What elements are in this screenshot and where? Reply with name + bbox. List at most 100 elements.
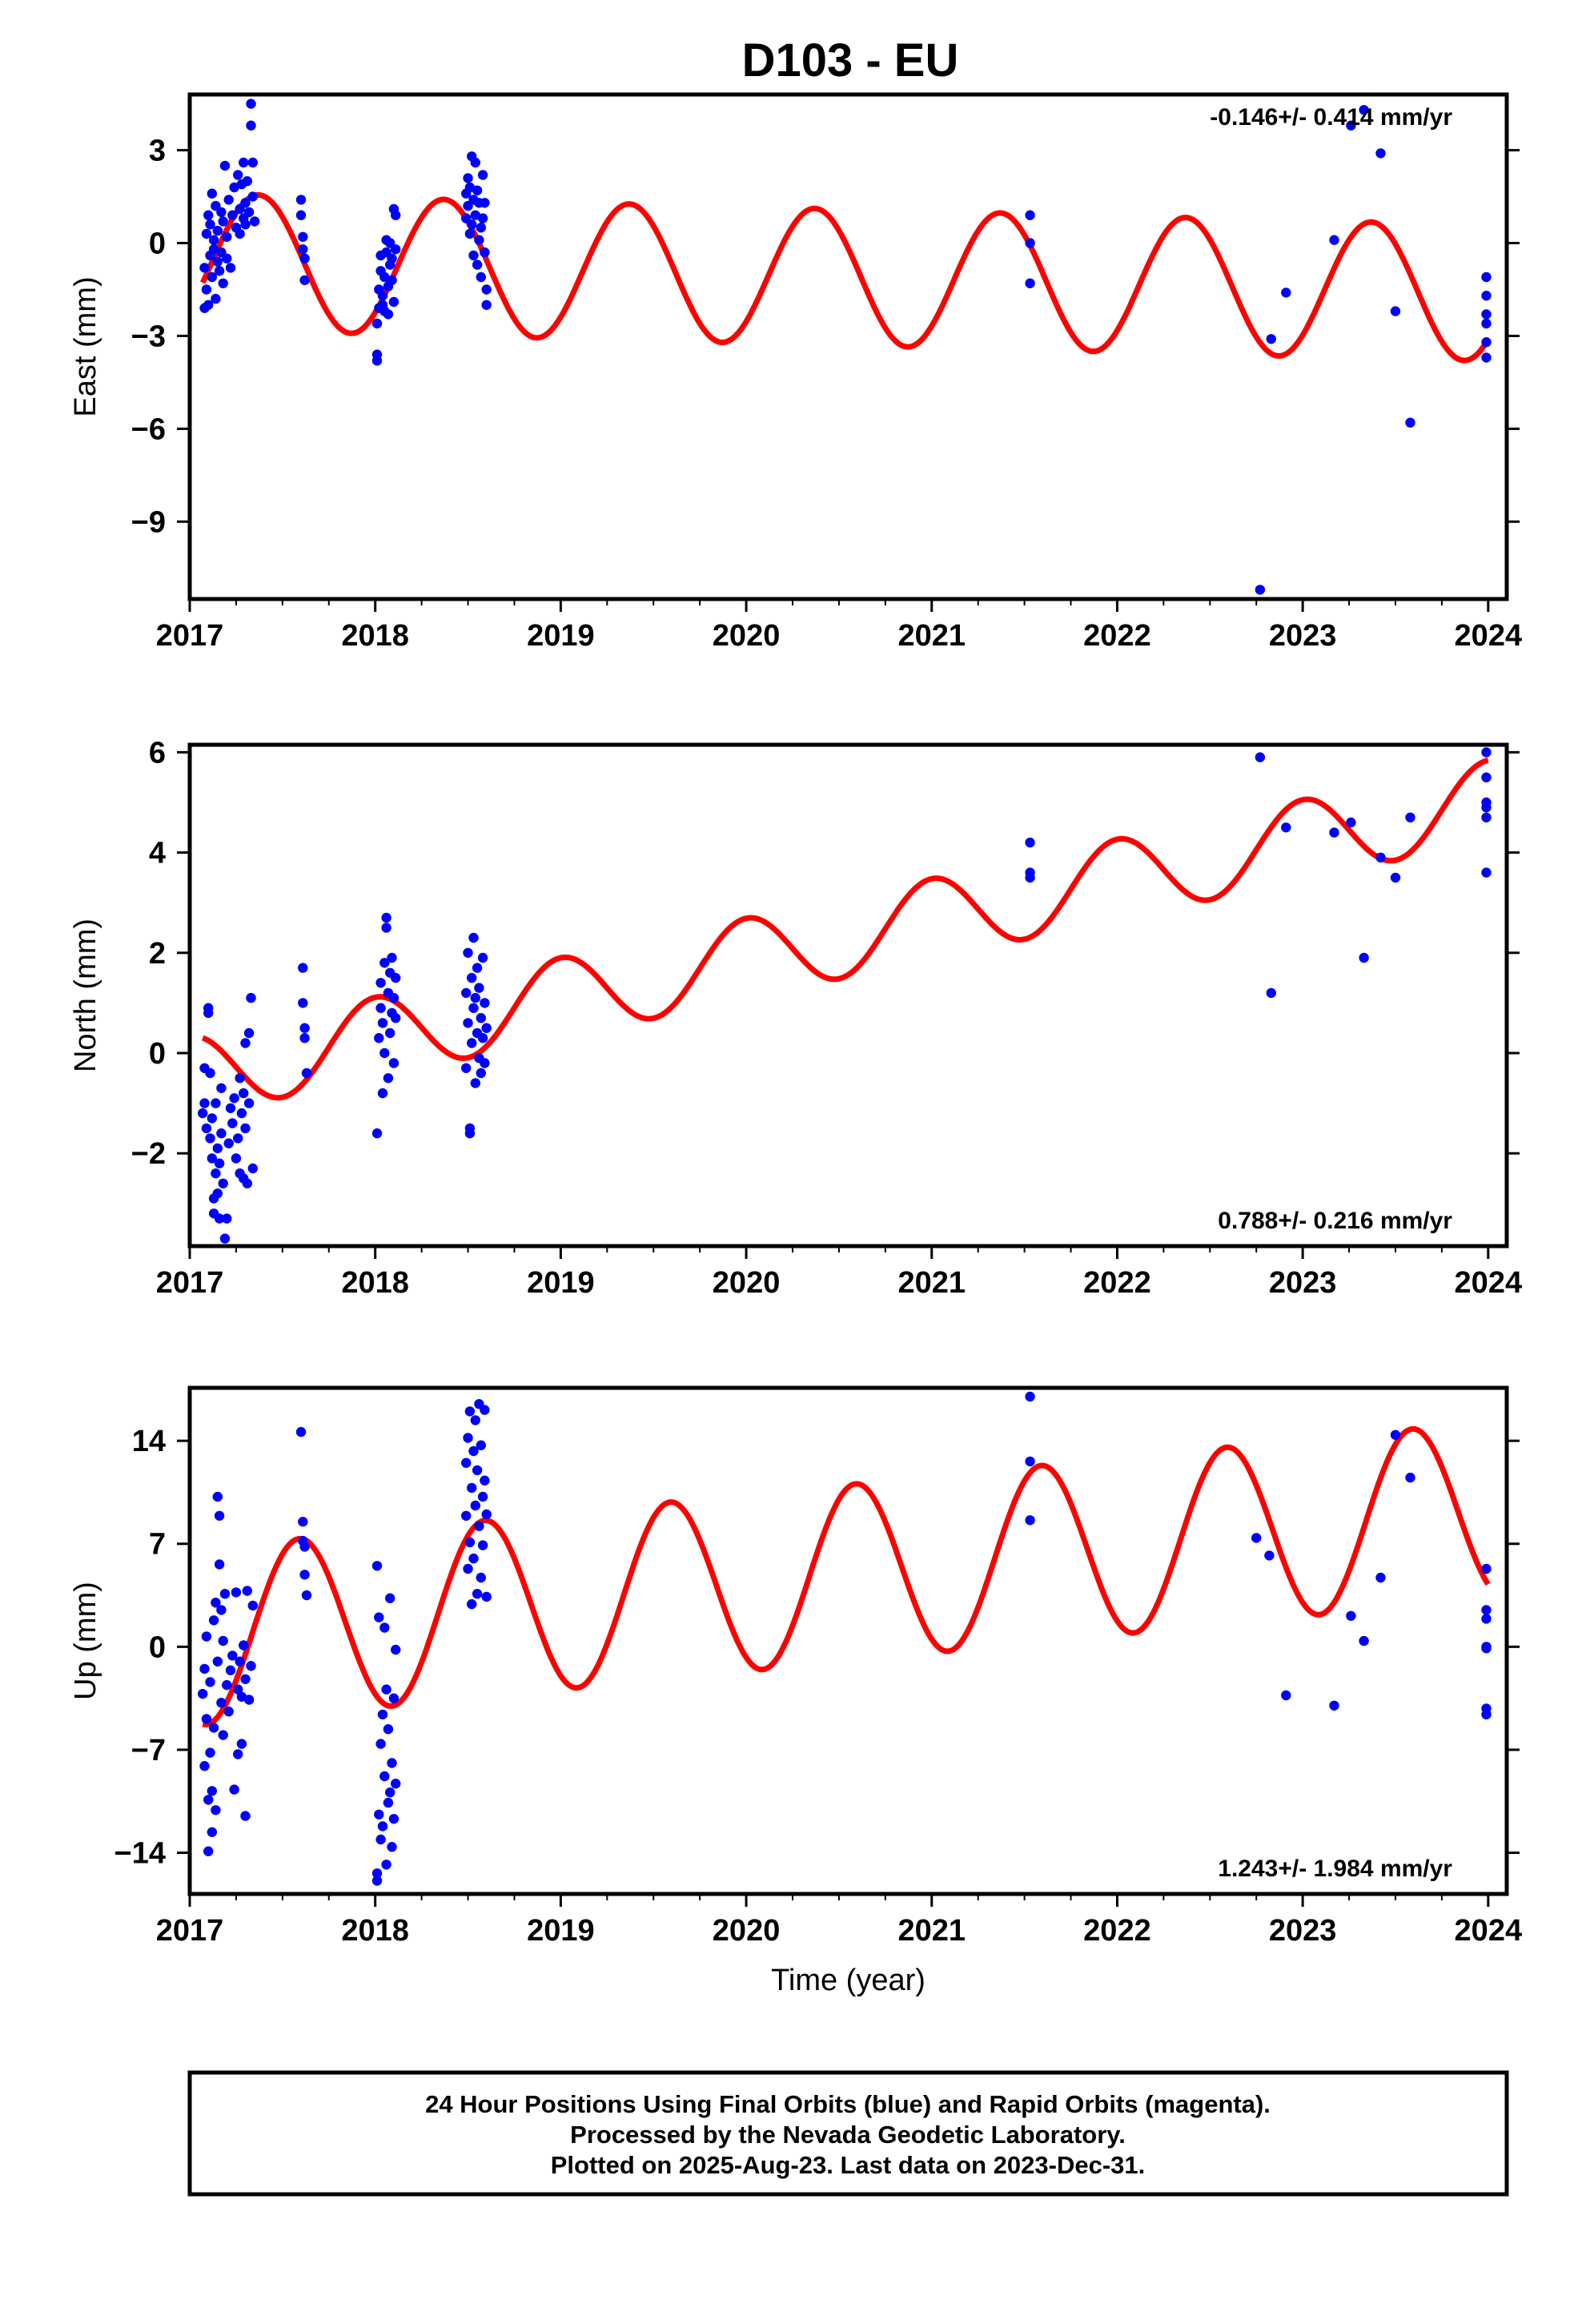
up-y-tick-label: −7 [131, 1734, 166, 1767]
north-x-tick-label: 2018 [341, 1266, 409, 1300]
up-data-point [198, 1688, 208, 1699]
up-data-point [201, 1631, 212, 1642]
north-data-point [468, 1003, 479, 1013]
up-data-point [371, 1876, 383, 1886]
north-data-point [1390, 872, 1401, 883]
north-data-point [470, 992, 480, 1003]
east-data-point [299, 253, 310, 263]
up-data-point [222, 1679, 232, 1691]
north-data-point [216, 1083, 227, 1094]
north-data-point [468, 932, 479, 943]
north-data-point [299, 1033, 310, 1043]
north-data-point [243, 1098, 255, 1108]
up-data-point [472, 1465, 483, 1476]
east-x-tick-label: 2022 [1083, 619, 1151, 653]
north-data-point [222, 1213, 232, 1224]
up-data-point [388, 1693, 400, 1703]
north-model-curve [201, 757, 1489, 1101]
north-data-point [201, 1123, 212, 1134]
up-data-point [1481, 1605, 1492, 1615]
east-data-point [387, 275, 397, 286]
up-data-point [301, 1590, 312, 1601]
up-data-point [477, 1540, 488, 1550]
north-data-point [470, 1078, 480, 1088]
up-model-curve [202, 1425, 1491, 1727]
north-data-point [377, 1018, 388, 1028]
east-data-point [481, 300, 492, 310]
east-data-point [477, 213, 488, 223]
up-data-point [233, 1749, 243, 1759]
east-data-point [222, 253, 232, 263]
up-data-point [1264, 1550, 1275, 1561]
up-x-tick-label: 2018 [341, 1914, 409, 1948]
north-data-point [391, 1013, 401, 1023]
east-x-tick-label: 2017 [156, 619, 224, 653]
east-data-point [1255, 585, 1266, 595]
up-data-point [1025, 1456, 1035, 1467]
east-data-point [240, 219, 251, 230]
east-data-point [208, 235, 219, 245]
north-data-point [235, 1073, 245, 1084]
up-data-point [246, 1661, 256, 1671]
up-rate-annotation: 1.243+/- 1.984 mm/yr [1218, 1856, 1452, 1882]
north-data-point [207, 1153, 217, 1164]
up-data-point [208, 1723, 219, 1733]
north-data-point [477, 1033, 488, 1043]
east-data-point [371, 318, 383, 329]
north-data-point [211, 1098, 221, 1108]
east-data-point [208, 244, 219, 255]
up-y-tick-label: 0 [149, 1630, 166, 1664]
up-data-point [391, 1779, 401, 1789]
east-plot-frame [187, 92, 1509, 601]
up-data-point [247, 1600, 258, 1611]
up-data-point [1025, 1515, 1035, 1526]
east-data-point [212, 225, 223, 236]
east-y-tick-label: 0 [149, 227, 166, 261]
east-data-point [298, 231, 308, 242]
east-data-point [1329, 235, 1339, 245]
east-data-point [470, 157, 480, 168]
up-data-point [461, 1510, 472, 1522]
north-data-point [243, 1027, 255, 1039]
east-data-point [243, 207, 255, 218]
east-data-point [214, 266, 225, 276]
east-data-point [481, 284, 492, 295]
east-model-curve [200, 191, 1491, 364]
north-y-tick-label: 4 [149, 837, 166, 870]
east-x-tick-label: 2021 [897, 619, 966, 653]
up-data-point [385, 1787, 396, 1798]
east-data-point [391, 244, 401, 255]
north-data-point [205, 1133, 215, 1144]
up-data-point [383, 1797, 394, 1808]
north-data-point [1481, 802, 1492, 813]
up-data-point [1359, 1635, 1369, 1647]
north-data-point [476, 1013, 486, 1023]
east-y-tick-label: −3 [131, 320, 166, 353]
north-data-point [242, 1178, 252, 1189]
up-x-tick-label: 2024 [1455, 1914, 1523, 1948]
up-data-point [1329, 1700, 1339, 1711]
north-data-point [218, 1178, 228, 1189]
north-data-point [388, 992, 400, 1003]
north-x-tick-label: 2020 [713, 1266, 781, 1300]
north-data-point [1346, 817, 1356, 828]
north-data-point [240, 1123, 251, 1134]
up-data-point [211, 1805, 221, 1815]
up-data-point [379, 1622, 390, 1633]
north-data-point [298, 998, 308, 1008]
north-data-point [225, 1103, 236, 1114]
up-data-point [208, 1615, 219, 1626]
east-data-point [470, 210, 480, 220]
up-data-point [381, 1860, 391, 1870]
north-data-point [1266, 987, 1277, 999]
east-data-point [1481, 352, 1492, 363]
east-data-point [468, 250, 479, 261]
east-y-tick-label: −6 [131, 412, 166, 446]
east-data-point [387, 253, 397, 263]
up-data-point [371, 1868, 383, 1879]
up-data-point [477, 1491, 488, 1502]
up-data-point [1481, 1709, 1492, 1720]
north-data-point [463, 947, 473, 959]
north-data-point [199, 1098, 210, 1108]
north-panel: 2017 2018 2019 2020 2021 2022 2023 2024 6 4 2 0 −2 No… [69, 736, 1522, 1300]
